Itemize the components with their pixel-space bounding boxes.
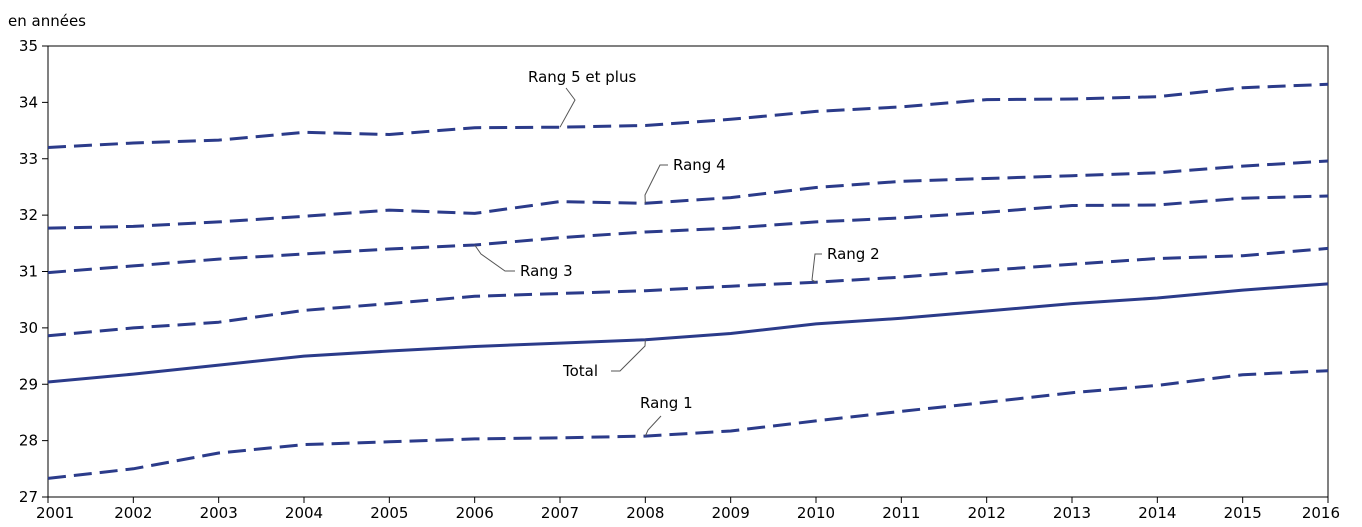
y-tick-label: 31 bbox=[19, 263, 38, 281]
series-labels: Rang 5 et plus Rang 4 Rang 3 Rang 2 Total Ran… bbox=[474, 68, 880, 437]
series-line-rang-4 bbox=[47, 159, 1329, 230]
y-tick-label: 28 bbox=[19, 432, 38, 450]
y-axis: 27 28 29 30 31 32 33 34 35 bbox=[19, 37, 48, 506]
leader-line-rang-1 bbox=[644, 415, 662, 437]
x-tick-label: 2015 bbox=[1224, 504, 1262, 522]
x-tick-label: 2011 bbox=[882, 504, 920, 522]
leader-line-rang-3 bbox=[474, 244, 515, 272]
leader-line-rang-5-et-plus bbox=[559, 87, 576, 128]
x-tick-label: 2008 bbox=[626, 504, 664, 522]
y-tick-label: 33 bbox=[19, 150, 38, 168]
y-tick-label: 32 bbox=[19, 206, 38, 224]
series-label-total: Total bbox=[562, 362, 598, 380]
x-tick-label: 2010 bbox=[797, 504, 835, 522]
series-label-rang-5-et-plus: Rang 5 et plus bbox=[528, 68, 636, 86]
x-tick-label: 2006 bbox=[456, 504, 494, 522]
leader-line-rang-4 bbox=[644, 164, 668, 204]
y-tick-label: 30 bbox=[19, 319, 38, 337]
x-tick-label: 2012 bbox=[968, 504, 1006, 522]
leader-line-total bbox=[611, 339, 646, 372]
series-layer bbox=[47, 82, 1329, 480]
series-line-rang-1 bbox=[47, 369, 1329, 480]
leader-line-rang-2 bbox=[811, 253, 822, 283]
x-tick-label: 2002 bbox=[114, 504, 152, 522]
x-tick-label: 2001 bbox=[36, 504, 74, 522]
x-tick-label: 2007 bbox=[541, 504, 579, 522]
x-tick-label: 2016 bbox=[1302, 504, 1340, 522]
y-unit-label: en années bbox=[8, 12, 86, 30]
series-label-rang-3: Rang 3 bbox=[520, 262, 573, 280]
series-line-rang-5-et-plus bbox=[47, 82, 1329, 149]
y-tick-label: 29 bbox=[19, 375, 38, 393]
y-tick-label: 35 bbox=[19, 37, 38, 55]
x-tick-label: 2014 bbox=[1138, 504, 1176, 522]
series-label-rang-1: Rang 1 bbox=[640, 394, 693, 412]
plot-frame bbox=[47, 45, 1329, 498]
y-tick-label: 27 bbox=[19, 488, 38, 506]
x-tick-label: 2003 bbox=[200, 504, 238, 522]
x-tick-label: 2009 bbox=[712, 504, 750, 522]
series-line-rang-2 bbox=[47, 246, 1329, 338]
x-tick-label: 2004 bbox=[285, 504, 323, 522]
series-line-total bbox=[47, 282, 1329, 384]
series-label-rang-4: Rang 4 bbox=[673, 156, 726, 174]
y-tick-label: 34 bbox=[19, 93, 38, 111]
series-label-rang-2: Rang 2 bbox=[827, 245, 880, 263]
series-line-rang-3 bbox=[47, 194, 1329, 275]
x-tick-label: 2013 bbox=[1053, 504, 1091, 522]
x-axis: 2001 2002 2003 2004 2005 2006 2007 2008 2009 2010… bbox=[36, 497, 1340, 522]
x-tick-label: 2005 bbox=[370, 504, 408, 522]
